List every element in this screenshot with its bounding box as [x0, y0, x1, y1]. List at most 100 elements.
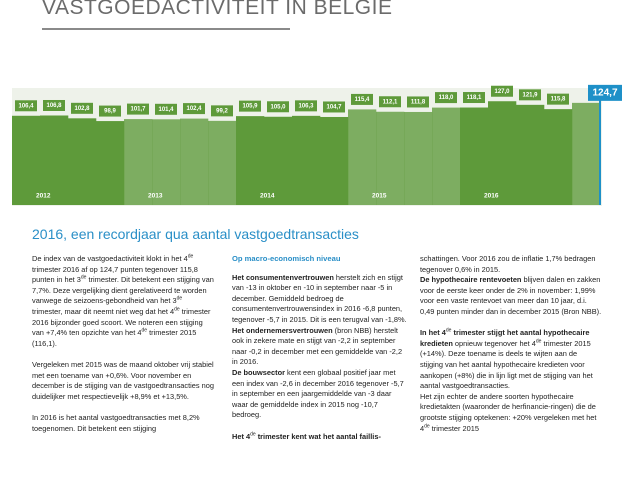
text-block: schattingen. Voor 2016 zou de inflatie 1… — [420, 254, 602, 318]
article-heading: 2016, een recordjaar qua aantal vastgoed… — [32, 226, 359, 242]
text-run: de — [535, 338, 542, 345]
text-run: de — [80, 274, 87, 281]
text-run: De hypothecaire rentevoeten — [420, 275, 522, 285]
page-title: VASTGOEDACTIVITEIT IN BELGIË — [42, 0, 393, 19]
subheading: Op macro-economisch niveau — [232, 254, 341, 263]
value-label: 102,8 — [74, 106, 90, 112]
value-label-box — [155, 103, 177, 115]
text-run: trimester kent wat het aantal faillis- — [255, 431, 381, 441]
value-label: 105,9 — [242, 104, 258, 110]
x-tick-label: 2014 — [260, 193, 275, 200]
bar — [40, 115, 69, 205]
value-label-box — [435, 92, 457, 104]
value-label-box — [351, 93, 373, 105]
bar — [404, 111, 433, 205]
x-tick-label: 2016 — [484, 193, 499, 200]
paragraph: schattingen. Voor 2016 zou de inflatie 1… — [420, 254, 602, 275]
value-label-box — [491, 85, 513, 97]
bar — [544, 109, 573, 205]
value-label: 118,0 — [439, 95, 454, 101]
text-block: De index van de vastgoedactiviteit klokt… — [32, 254, 214, 349]
value-label-box — [519, 89, 541, 101]
text-run: Vergeleken met 2015 was de maand oktober… — [32, 359, 215, 401]
text-run: Het consumentenvertrouwen — [232, 272, 334, 282]
text-run: De bouwsector — [232, 367, 285, 377]
value-label: 106,3 — [298, 103, 314, 109]
text-block: Het consumentenvertrouwen herstelt zich … — [232, 273, 408, 421]
value-label-box — [239, 100, 261, 112]
text-run: trimester 2015 — [429, 423, 479, 433]
paragraph: De index van de vastgoedactiviteit klokt… — [32, 254, 214, 349]
paragraph: Het consumentenvertrouwen herstelt zich … — [232, 273, 408, 326]
paragraph: De bouwsector kent een globaal positief … — [232, 368, 408, 421]
text-run: opnieuw tegenover het 4 — [452, 338, 536, 348]
text-run: herstelt zich en stijgt van -13 in oktob… — [232, 272, 407, 324]
bar — [180, 118, 209, 205]
bar — [96, 121, 125, 205]
value-label-box — [99, 105, 121, 117]
text-run: de — [174, 306, 180, 313]
text-column: schattingen. Voor 2016 zou de inflatie 1… — [420, 254, 602, 445]
value-label: 115,4 — [355, 97, 370, 103]
text-run: de — [424, 423, 430, 430]
text-run: trimester 2016 af op 124,7 punten tegeno… — [32, 264, 198, 285]
bar — [488, 101, 517, 205]
text-block: Het 4de trimester kent wat het aantal fa… — [232, 432, 408, 443]
x-tick-label: 2013 — [148, 193, 163, 200]
bar — [432, 107, 461, 205]
text-run: Het ondernemersvertrouwen — [232, 325, 333, 335]
text-run: trimester stijgt het aantal hypothecaire… — [420, 328, 590, 348]
bar — [376, 111, 405, 205]
bar — [208, 120, 237, 205]
text-run: In het 4 — [420, 328, 446, 338]
value-label: 98,9 — [104, 109, 116, 115]
value-label: 112,1 — [383, 99, 398, 105]
value-label-box — [407, 96, 429, 108]
text-run: Het zijn echter de andere soorten hypoth… — [420, 391, 597, 433]
text-column: De index van de vastgoedactiviteit klokt… — [32, 254, 214, 445]
text-run: blijven dalen en zakken voor de eerste k… — [420, 275, 602, 316]
text-run: de — [141, 327, 148, 334]
bar — [124, 119, 153, 205]
value-label: 105,0 — [270, 104, 286, 110]
bar — [236, 116, 265, 205]
text-block: In 2016 is het aantal vastgoedtransactie… — [32, 413, 214, 434]
text-run: schattingen. Voor 2016 zou de inflatie 1… — [420, 254, 596, 274]
paragraph: Het ondernemersvertrouwen (bron NBB) her… — [232, 326, 408, 368]
text-run: kent een globaal positief jaar met een i… — [232, 367, 404, 420]
value-label: 121,9 — [522, 92, 538, 98]
bar — [516, 104, 545, 205]
value-label: 106,4 — [18, 103, 34, 109]
value-label: 99,2 — [216, 108, 228, 114]
bar — [460, 107, 489, 205]
bar — [572, 102, 601, 205]
bar — [68, 118, 97, 205]
text-run: de — [176, 295, 183, 302]
text-run: de — [250, 431, 256, 438]
value-label-box — [127, 103, 149, 115]
text-run: trimester, maar dit neemt niet weg dat h… — [32, 306, 175, 316]
chart: 106,4 2012 106,8 102,8 98,9 101,7 2013 101,4 102… — [12, 84, 622, 206]
value-label-box — [295, 100, 317, 112]
text-column: Op macro-economisch niveau Het consument… — [232, 254, 408, 453]
value-label: 104,7 — [326, 105, 342, 111]
paragraph: Het 4de trimester kent wat het aantal fa… — [232, 432, 408, 443]
text-block: In het 4de trimester stijgt het aantal h… — [420, 328, 602, 434]
x-tick-label: 2012 — [36, 193, 51, 200]
value-label: 115,8 — [551, 97, 566, 103]
value-label-box — [547, 93, 569, 105]
value-label-box — [211, 105, 233, 117]
paragraph: In 2016 is het aantal vastgoedtransactie… — [32, 413, 214, 434]
text-run: trimester 2015 (116,1). — [32, 328, 197, 348]
title-rule — [42, 28, 290, 30]
bar — [12, 115, 41, 205]
text-run: Het 4 — [232, 431, 251, 441]
text-run: de — [445, 327, 452, 334]
value-label-box — [71, 102, 93, 114]
bar — [348, 109, 377, 205]
text-run: (bron NBB) herstelt ook in zekere mate e… — [232, 325, 403, 367]
paragraph: In het 4de trimester stijgt het aantal h… — [420, 328, 602, 392]
text-run: De index van de vastgoedactiviteit klokt… — [32, 254, 188, 263]
value-label: 101,7 — [130, 107, 146, 113]
